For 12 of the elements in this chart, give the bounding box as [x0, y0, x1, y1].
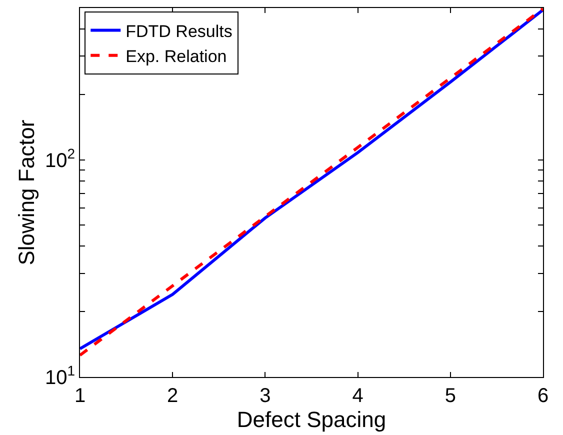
- x-tick-label: 1: [74, 385, 86, 407]
- x-tick-label: 2: [167, 385, 178, 407]
- x-tick-label: 4: [352, 385, 364, 407]
- y-tick-label: 10$^{1}$: [44, 362, 76, 389]
- legend-label: Exp. Relation: [126, 46, 227, 66]
- legend-label: FDTD Results: [126, 22, 232, 41]
- x-tick-label: 6: [537, 385, 549, 407]
- y-axis-title: Slowing Factor: [14, 120, 39, 266]
- x-tick-label: 5: [444, 385, 456, 407]
- x-tick-label: 3: [260, 385, 271, 407]
- y-tick-label: 10$^{2}$: [44, 145, 76, 172]
- x-axis-title: Defect Spacing: [236, 407, 386, 432]
